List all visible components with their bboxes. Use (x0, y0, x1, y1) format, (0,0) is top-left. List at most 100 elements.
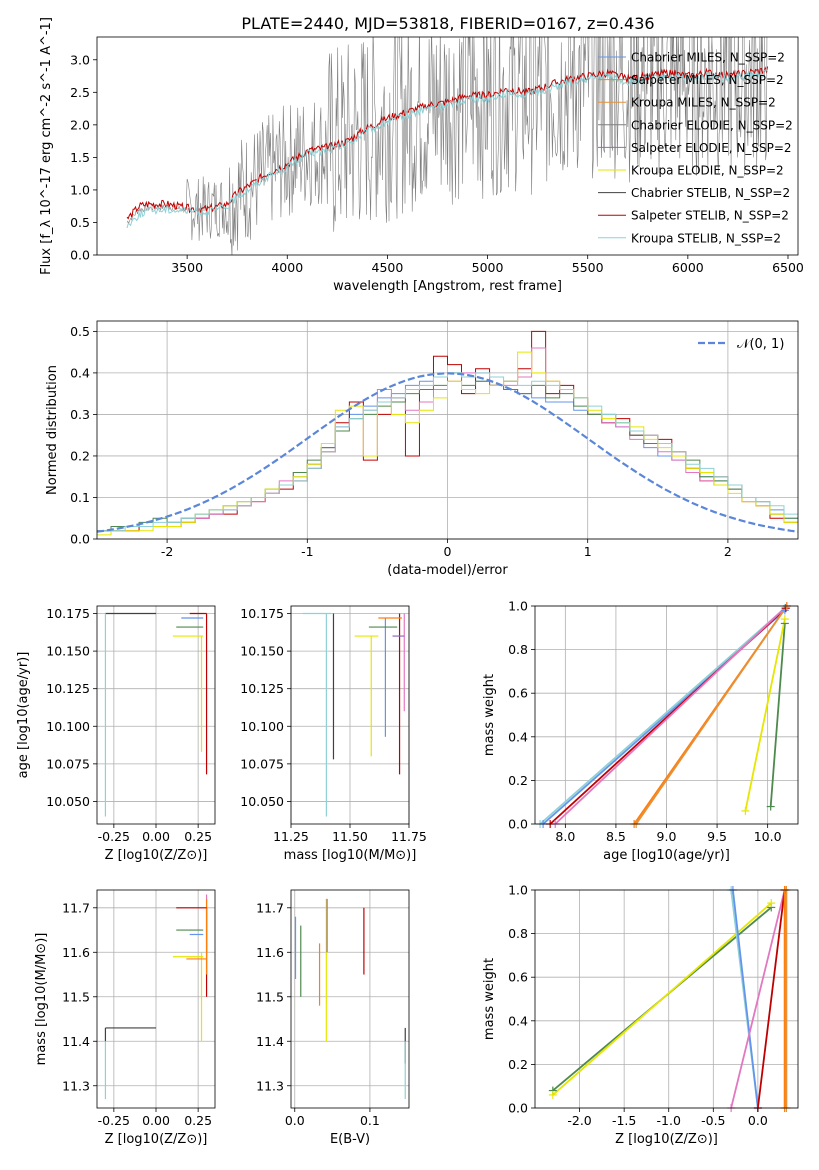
y-tick-label: 2.5 (70, 85, 90, 100)
y-tick-label: 0.4 (70, 365, 90, 380)
y-tick-label: 11.6 (62, 945, 90, 960)
y-tick-label: 3.0 (70, 52, 90, 67)
x-tick-label: 11.25 (273, 829, 309, 844)
plot-area (552, 890, 788, 1108)
x-axis-label: age [log10(age/yr)] (603, 848, 730, 863)
y-tick-label: 0.2 (508, 773, 528, 788)
legend-label: Kroupa STELIB, N_SSP=2 (631, 231, 781, 245)
plot-area (104, 894, 208, 1100)
axes-frame (96, 36, 799, 256)
weight-vs-age-panel: 8.0 8.5 9.0 9.5 10.0 0.0 0.2 0.4 0.6 0.8 1.0 age [l… (482, 599, 799, 863)
x-tick-label: 0.0 (285, 1113, 305, 1128)
y-tick-label: 10.050 (46, 794, 90, 809)
weight-line (732, 890, 759, 1108)
x-tick-label: 0.1 (360, 1113, 380, 1128)
legend-label: Kroupa MILES, N_SSP=2 (631, 96, 776, 110)
plot-area (97, 330, 798, 536)
spectrum-model-line (126, 68, 769, 229)
x-tick-label: 10.0 (754, 829, 782, 844)
y-tick-label: 0.8 (508, 926, 528, 941)
y-tick-label: 11.7 (62, 900, 90, 915)
y-tick-label: 10.175 (46, 606, 90, 621)
x-tick-label: -1.5 (612, 1113, 636, 1128)
y-tick-label: 1.0 (508, 599, 528, 614)
x-axis-label: mass [log10(M/M⊙)] (284, 848, 417, 863)
x-tick-label: -1.0 (657, 1113, 681, 1128)
gaussian-curve (97, 372, 798, 533)
x-tick-label: 0.0 (748, 1113, 768, 1128)
mass-vs-ebv-panel: 0.0 0.1 11.3 11.4 11.5 11.6 11.7 E(B-V) (256, 889, 410, 1147)
plot-area (294, 898, 406, 1100)
y-tick-label: 10.100 (46, 719, 90, 734)
weight-vs-metallicity-panel: -2.0 -1.5 -1.0 -0.5 0.0 0.0 0.2 0.4 0.6 0.8 1.0 Z [… (482, 883, 799, 1147)
x-tick-label: 5000 (472, 260, 504, 275)
x-tick-label: 11.75 (391, 829, 427, 844)
spectrum-model-line (126, 66, 769, 220)
y-tick-label: 0.5 (70, 324, 90, 339)
y-tick-label: 0.4 (508, 729, 528, 744)
weight-line (552, 902, 772, 1096)
x-tick-label: 8.5 (606, 829, 626, 844)
x-tick-label: -0.25 (98, 829, 130, 844)
x-tick-label: 4500 (372, 260, 404, 275)
x-axis-label: E(B-V) (330, 1132, 370, 1147)
weight-line (730, 890, 786, 1108)
x-tick-label: 6500 (772, 260, 804, 275)
y-axis-label: Flux [f_λ 10^-17 erg cm^-2 s^-1 A^-1] (39, 17, 54, 275)
y-tick-label: 10.125 (240, 681, 284, 696)
y-tick-label: 0.6 (508, 686, 528, 701)
y-tick-label: 11.7 (256, 900, 284, 915)
x-tick-label: 6000 (672, 260, 704, 275)
x-tick-label: -1 (301, 544, 313, 559)
legend-label: Salpeter STELIB, N_SSP=2 (631, 209, 789, 223)
weight-line (554, 606, 788, 824)
plot-area (539, 606, 788, 824)
x-axis-label: (data-model)/error (387, 563, 508, 578)
y-tick-label: 11.3 (62, 1078, 90, 1093)
x-tick-label: 3500 (171, 260, 203, 275)
legend-label: Chabrier STELIB, N_SSP=2 (631, 186, 790, 200)
spectrum-data-line (126, 37, 768, 255)
y-tick-label: 0.6 (508, 970, 528, 985)
weight-line (539, 607, 786, 824)
mass-vs-metallicity-panel: -0.25 0.00 0.25 11.3 11.4 11.5 11.6 11.7 Z [log1… (34, 889, 216, 1147)
y-tick-label: 1.0 (70, 182, 90, 197)
y-axis-label: mass weight (482, 674, 497, 756)
y-tick-label: 11.4 (62, 1034, 90, 1049)
y-axis-label: age [log10(age/yr)] (16, 652, 31, 779)
x-tick-label: 0.00 (142, 829, 170, 844)
y-tick-label: 2.0 (70, 117, 90, 132)
y-tick-label: 1.0 (508, 883, 528, 898)
y-tick-label: 0.0 (70, 532, 90, 547)
age-vs-metallicity-panel: -0.25 0.00 0.25 10.050 10.075 10.100 10.125 10.… (16, 605, 216, 863)
plot-area (126, 37, 769, 255)
y-axis-label: mass [log10(M/M⊙)] (34, 933, 49, 1066)
x-tick-label: 0.00 (142, 1113, 170, 1128)
y-tick-label: 0.3 (70, 407, 90, 422)
legend-label: Chabrier ELODIE, N_SSP=2 (631, 118, 793, 132)
y-tick-label: 0.2 (70, 448, 90, 463)
residual-histogram-panel: -2 -1 0 1 2 0.0 0.1 0.2 0.3 0.4 0.5 (data-model)/er… (45, 320, 799, 578)
y-tick-label: 10.050 (240, 794, 284, 809)
x-tick-label: 2 (724, 544, 732, 559)
y-tick-label: 10.150 (240, 644, 284, 659)
plot-area (302, 612, 405, 817)
x-tick-label: 9.0 (657, 829, 677, 844)
x-tick-label: 0.25 (184, 829, 212, 844)
y-tick-label: 10.100 (240, 719, 284, 734)
x-tick-label: 4000 (271, 260, 303, 275)
age-vs-mass-panel: 11.25 11.50 11.75 10.050 10.075 10.100 10.125 1… (240, 605, 427, 863)
x-tick-label: -2.0 (567, 1113, 591, 1128)
y-axis-label: Normed distribution (45, 365, 60, 495)
weight-line (744, 618, 786, 812)
axes-frame (534, 889, 799, 1109)
x-axis-label: wavelength [Angstrom, rest frame] (333, 279, 562, 294)
y-tick-label: 11.4 (256, 1034, 284, 1049)
axes-frame (290, 889, 410, 1109)
x-tick-label: -0.25 (98, 1113, 130, 1128)
y-tick-label: 11.5 (62, 989, 90, 1004)
legend-label: Salpeter MILES, N_SSP=2 (631, 73, 784, 87)
weight-line (769, 623, 786, 807)
y-tick-label: 0.8 (508, 642, 528, 657)
